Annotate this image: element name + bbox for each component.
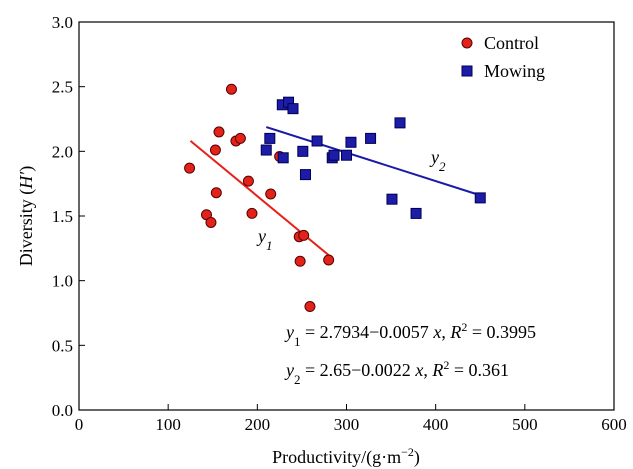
x-tick-label: 0 [75,415,84,434]
point-control [304,301,316,313]
y-tick-label: 0.0 [52,401,73,420]
point-control [242,175,254,187]
point-mowing [297,145,309,157]
point-control [210,187,222,199]
fit-label-y1: y1 [256,226,273,253]
point-control [234,132,246,144]
y-tick-label: 0.5 [52,336,73,355]
point-mowing [277,152,289,164]
point-mowing [394,117,406,129]
x-tick-label: 600 [601,415,627,434]
point-mowing [341,149,352,161]
point-mowing [474,192,486,204]
y-tick-label: 1.0 [52,272,73,291]
legend-label-mowing: Mowing [484,61,545,81]
y-tick-label: 1.5 [52,207,73,226]
point-mowing [328,149,340,161]
point-control [205,216,217,228]
point-mowing [345,136,357,148]
point-mowing [365,132,377,144]
fit-line-mowing [265,126,483,197]
y-tick-label: 2.0 [52,142,73,161]
point-mowing [264,132,276,144]
point-mowing [386,193,398,205]
point-control [323,254,335,266]
x-tick-label: 400 [423,415,449,434]
point-mowing [299,169,311,181]
point-control [246,207,258,219]
point-control [209,144,221,156]
x-tick-label: 100 [155,415,181,434]
x-axis-title: Productivity/(g·m−2) [272,445,420,468]
point-control [225,83,237,95]
fit-label-y2: y2 [429,147,446,174]
point-control [298,229,310,241]
x-tick-label: 300 [334,415,360,434]
legend-marker-control [461,37,473,49]
equation-y2: y2 = 2.65−0.0022 x, R2 = 0.361 [284,358,509,387]
legend-label-control: Control [484,33,539,53]
point-control [294,255,306,267]
y-tick-label: 3.0 [52,13,73,32]
legend: Control Mowing [461,33,545,81]
plot-area: 0 100 200 300 400 500 600 0.0 0.5 1.0 1.5 2.0 2.5 3.0 [52,13,627,434]
point-mowing [311,135,323,147]
y-axis-title: Diversity (H′) [16,166,37,266]
legend-marker-mowing [461,65,473,77]
point-control [213,126,225,138]
y-tick-label: 2.5 [52,78,73,97]
point-mowing [287,103,299,115]
point-mowing [260,144,272,156]
x-tick-label: 200 [245,415,271,434]
point-control [184,162,196,174]
point-control [265,188,277,200]
equation-y1: y1 = 2.7934−0.0057 x, R2 = 0.3995 [284,320,536,349]
point-mowing [410,207,422,219]
x-tick-label: 500 [512,415,538,434]
